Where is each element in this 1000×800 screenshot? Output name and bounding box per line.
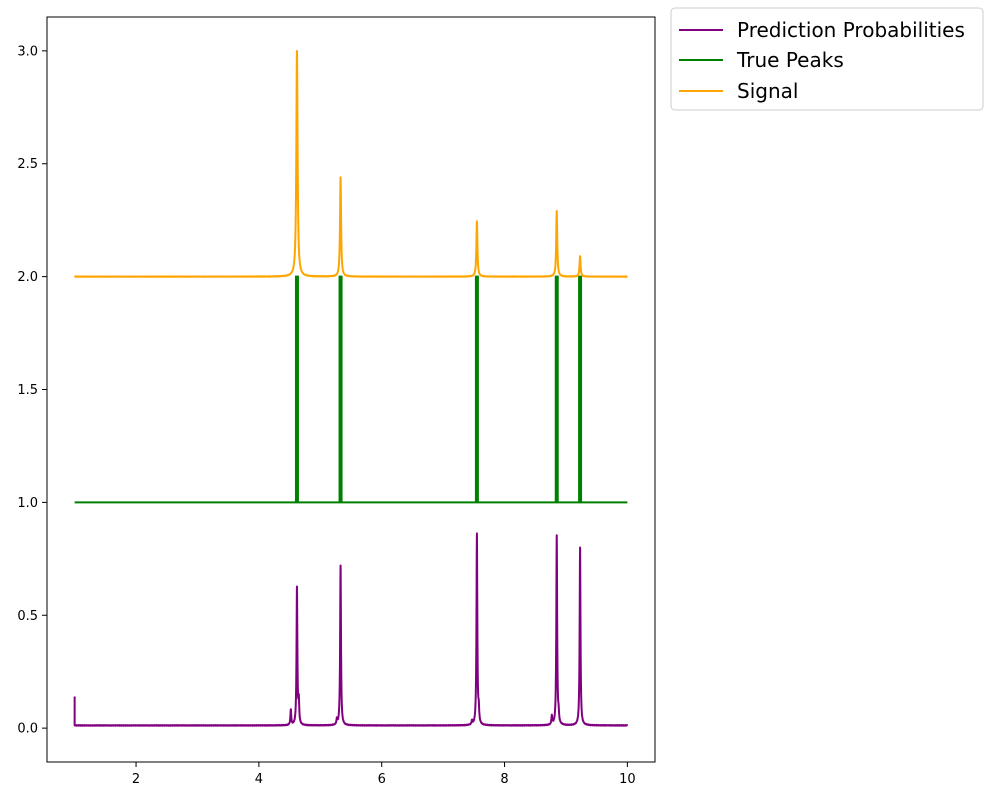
legend-label-signal: Signal [737,79,798,103]
legend: Prediction Probabilities True Peaks Sign… [670,7,984,111]
y-tick-label: 0.0 [17,722,38,737]
y-tick-label: 1.5 [17,383,38,398]
x-tick-label: 6 [378,772,386,787]
axes-frame [46,16,656,763]
x-tick-label: 4 [255,772,263,787]
legend-frame [670,7,984,111]
series-line-prediction-probabilities [73,532,629,727]
y-tick-label: 0.5 [17,609,38,624]
x-tick-label: 8 [500,772,508,787]
x-tick-label: 2 [132,772,140,787]
series-line-signal [73,50,629,278]
x-axis: 2 4 6 8 10 [132,762,636,787]
x-tick-label: 10 [619,772,636,787]
y-tick-label: 2.0 [17,270,38,285]
y-tick-label: 3.0 [17,44,38,59]
y-axis: 0.0 0.5 1.0 1.5 2.0 2.5 3.0 [17,44,47,737]
y-tick-label: 2.5 [17,157,38,172]
plot-series-layer [73,50,629,727]
y-tick-label: 1.0 [17,496,38,511]
legend-label-true-peaks: True Peaks [736,48,844,72]
legend-label-prediction: Prediction Probabilities [737,18,965,42]
series-line-true-peaks [74,275,628,504]
